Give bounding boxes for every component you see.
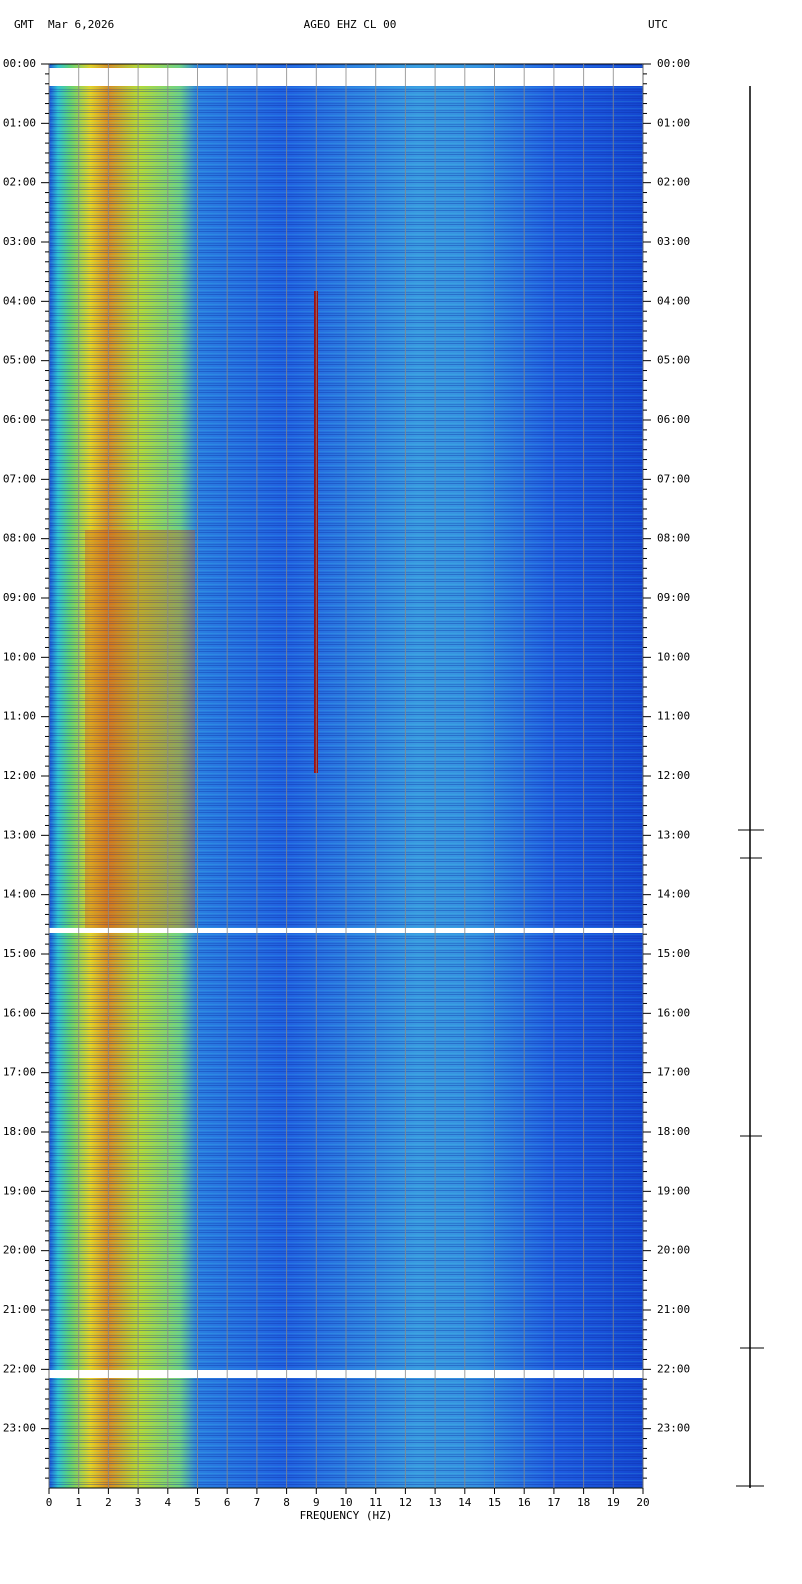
y-tick-label-left: 00:00 <box>3 57 36 70</box>
y-tick-label-left: 03:00 <box>3 235 36 248</box>
timezone-right: UTC <box>648 18 668 31</box>
y-tick-label-left: 16:00 <box>3 1006 36 1019</box>
y-tick-label-right: 17:00 <box>657 1066 690 1079</box>
x-tick-label: 15 <box>488 1496 501 1509</box>
y-tick-label-left: 04:00 <box>3 294 36 307</box>
y-tick-label-right: 08:00 <box>657 532 690 545</box>
y-tick-label-left: 06:00 <box>3 413 36 426</box>
high-energy-band <box>85 530 195 930</box>
y-tick-label-right: 05:00 <box>657 354 690 367</box>
date: Mar 6,2026 <box>48 18 114 31</box>
y-tick-label-right: 03:00 <box>657 235 690 248</box>
x-tick-label: 19 <box>607 1496 620 1509</box>
x-axis-label: FREQUENCY (HZ) <box>300 1509 393 1522</box>
x-tick-label: 0 <box>46 1496 53 1509</box>
y-tick-label-right: 21:00 <box>657 1303 690 1316</box>
y-tick-label-left: 23:00 <box>3 1422 36 1435</box>
x-tick-label: 7 <box>254 1496 261 1509</box>
y-tick-label-right: 09:00 <box>657 591 690 604</box>
x-tick-label: 2 <box>105 1496 112 1509</box>
y-tick-label-right: 13:00 <box>657 828 690 841</box>
chart-title: AGEO EHZ CL 00 <box>304 18 397 31</box>
y-tick-label-left: 08:00 <box>3 532 36 545</box>
y-tick-label-left: 18:00 <box>3 1125 36 1138</box>
x-tick-label: 17 <box>547 1496 560 1509</box>
y-tick-label-right: 22:00 <box>657 1362 690 1375</box>
y-tick-label-left: 02:00 <box>3 176 36 189</box>
x-tick-label: 18 <box>577 1496 590 1509</box>
y-tick-label-left: 15:00 <box>3 947 36 960</box>
y-tick-label-left: 22:00 <box>3 1362 36 1375</box>
x-tick-label: 8 <box>283 1496 290 1509</box>
y-tick-label-right: 15:00 <box>657 947 690 960</box>
timezone-left: GMT <box>14 18 34 31</box>
y-tick-label-right: 11:00 <box>657 710 690 723</box>
y-tick-label-right: 04:00 <box>657 294 690 307</box>
x-tick-label: 13 <box>428 1496 441 1509</box>
x-tick-label: 10 <box>339 1496 352 1509</box>
y-tick-label-left: 21:00 <box>3 1303 36 1316</box>
y-tick-label-right: 10:00 <box>657 650 690 663</box>
y-tick-label-left: 17:00 <box>3 1066 36 1079</box>
x-tick-label: 3 <box>135 1496 142 1509</box>
y-tick-label-right: 07:00 <box>657 472 690 485</box>
y-tick-label-right: 18:00 <box>657 1125 690 1138</box>
y-tick-label-left: 07:00 <box>3 472 36 485</box>
y-tick-label-right: 14:00 <box>657 888 690 901</box>
x-tick-label: 1 <box>75 1496 82 1509</box>
y-tick-label-right: 23:00 <box>657 1422 690 1435</box>
y-tick-label-left: 11:00 <box>3 710 36 723</box>
x-tick-label: 20 <box>636 1496 649 1509</box>
y-tick-label-left: 09:00 <box>3 591 36 604</box>
y-tick-label-left: 20:00 <box>3 1244 36 1257</box>
x-tick-label: 11 <box>369 1496 382 1509</box>
x-tick-label: 12 <box>399 1496 412 1509</box>
y-tick-label-right: 02:00 <box>657 176 690 189</box>
y-tick-label-right: 12:00 <box>657 769 690 782</box>
x-tick-label: 14 <box>458 1496 472 1509</box>
y-tick-label-left: 10:00 <box>3 650 36 663</box>
y-tick-label-right: 06:00 <box>657 413 690 426</box>
y-tick-label-right: 16:00 <box>657 1006 690 1019</box>
y-tick-label-left: 12:00 <box>3 769 36 782</box>
y-tick-label-left: 05:00 <box>3 354 36 367</box>
y-tick-label-left: 01:00 <box>3 116 36 129</box>
x-tick-label: 16 <box>518 1496 531 1509</box>
x-tick-label: 4 <box>164 1496 171 1509</box>
y-tick-label-right: 00:00 <box>657 57 690 70</box>
x-tick-label: 6 <box>224 1496 231 1509</box>
y-tick-label-right: 01:00 <box>657 116 690 129</box>
y-tick-label-left: 14:00 <box>3 888 36 901</box>
y-tick-label-right: 19:00 <box>657 1184 690 1197</box>
y-tick-label-left: 19:00 <box>3 1184 36 1197</box>
x-tick-label: 9 <box>313 1496 320 1509</box>
y-tick-label-left: 13:00 <box>3 828 36 841</box>
x-tick-label: 5 <box>194 1496 201 1509</box>
y-tick-label-right: 20:00 <box>657 1244 690 1257</box>
